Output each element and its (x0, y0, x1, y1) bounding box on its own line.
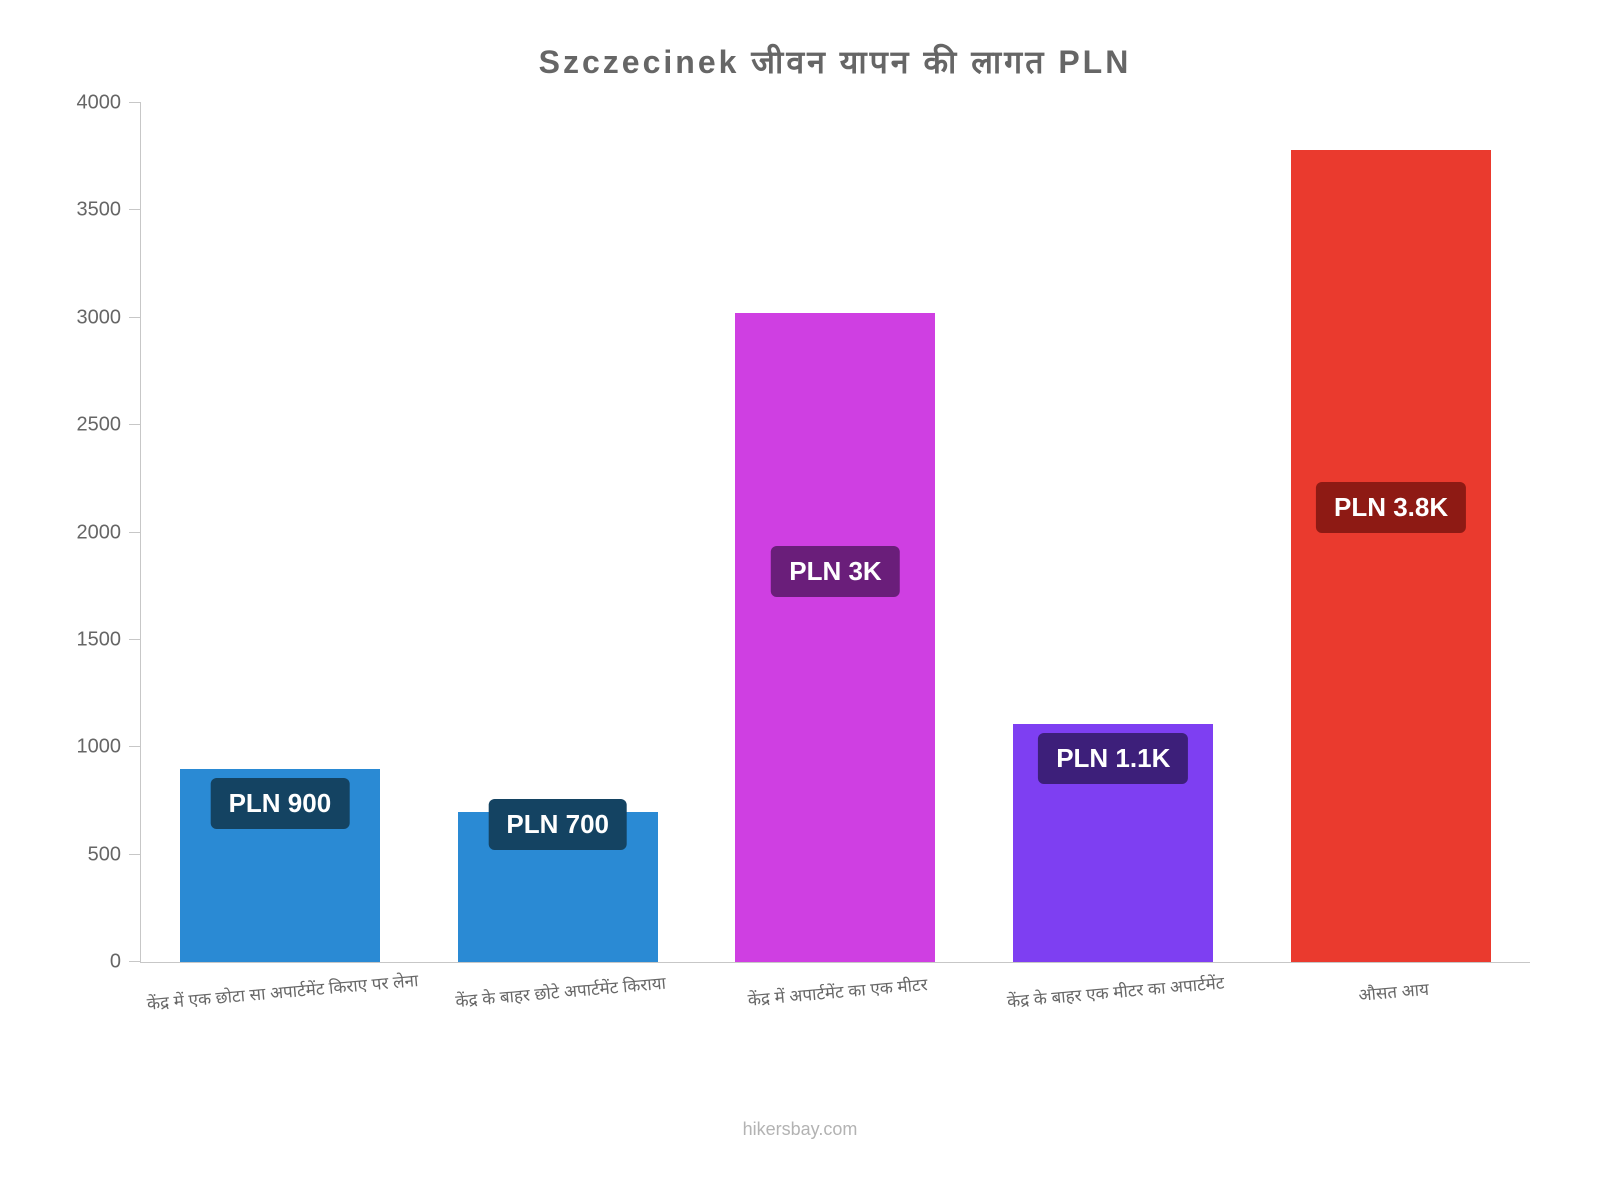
y-tick (129, 317, 141, 318)
bar-slot: PLN 900केंद्र में एक छोटा सा अपार्टमेंट … (141, 103, 419, 962)
y-tick (129, 639, 141, 640)
y-tick (129, 532, 141, 533)
y-tick (129, 854, 141, 855)
x-label: औसत आय (1358, 977, 1430, 1006)
y-tick-label: 1500 (51, 628, 121, 651)
bar-slot: PLN 700केंद्र के बाहर छोटे अपार्टमेंट कि… (419, 103, 697, 962)
bar (735, 313, 935, 962)
x-label: केंद्र में अपार्टमेंट का एक मीटर (747, 972, 929, 1011)
plot-area: PLN 900केंद्र में एक छोटा सा अपार्टमेंट … (140, 103, 1530, 963)
x-label: केंद्र में एक छोटा सा अपार्टमेंट किराए प… (146, 968, 419, 1015)
x-label: केंद्र के बाहर छोटे अपार्टमेंट किराया (454, 971, 666, 1012)
bar (1291, 150, 1491, 962)
value-badge: PLN 700 (488, 799, 627, 850)
watermark: hikersbay.com (743, 1119, 858, 1140)
y-tick-label: 2000 (51, 521, 121, 544)
bar-slot: PLN 3.8Kऔसत आय (1252, 103, 1530, 962)
y-tick-label: 4000 (51, 92, 121, 115)
value-badge: PLN 3.8K (1316, 482, 1466, 533)
value-badge: PLN 3K (771, 546, 899, 597)
bar-slot: PLN 3Kकेंद्र में अपार्टमेंट का एक मीटर (697, 103, 975, 962)
y-tick-label: 1000 (51, 736, 121, 759)
y-tick-label: 3500 (51, 199, 121, 222)
y-tick-label: 3000 (51, 306, 121, 329)
y-tick (129, 209, 141, 210)
y-tick (129, 961, 141, 962)
y-tick-label: 500 (51, 843, 121, 866)
chart-container: Szczecinek जीवन यापन की लागत PLN PLN 900… (0, 0, 1600, 1200)
bar-slot: PLN 1.1Kकेंद्र के बाहर एक मीटर का अपार्ट… (974, 103, 1252, 962)
value-badge: PLN 900 (211, 778, 350, 829)
value-badge: PLN 1.1K (1038, 733, 1188, 784)
y-tick-label: 2500 (51, 414, 121, 437)
y-tick (129, 424, 141, 425)
x-label: केंद्र के बाहर एक मीटर का अपार्टमेंट (1006, 970, 1225, 1012)
chart-title: Szczecinek जीवन यापन की लागत PLN (140, 40, 1530, 83)
bars-group: PLN 900केंद्र में एक छोटा सा अपार्टमेंट … (141, 103, 1530, 962)
y-tick (129, 746, 141, 747)
y-tick (129, 102, 141, 103)
y-tick-label: 0 (51, 951, 121, 974)
